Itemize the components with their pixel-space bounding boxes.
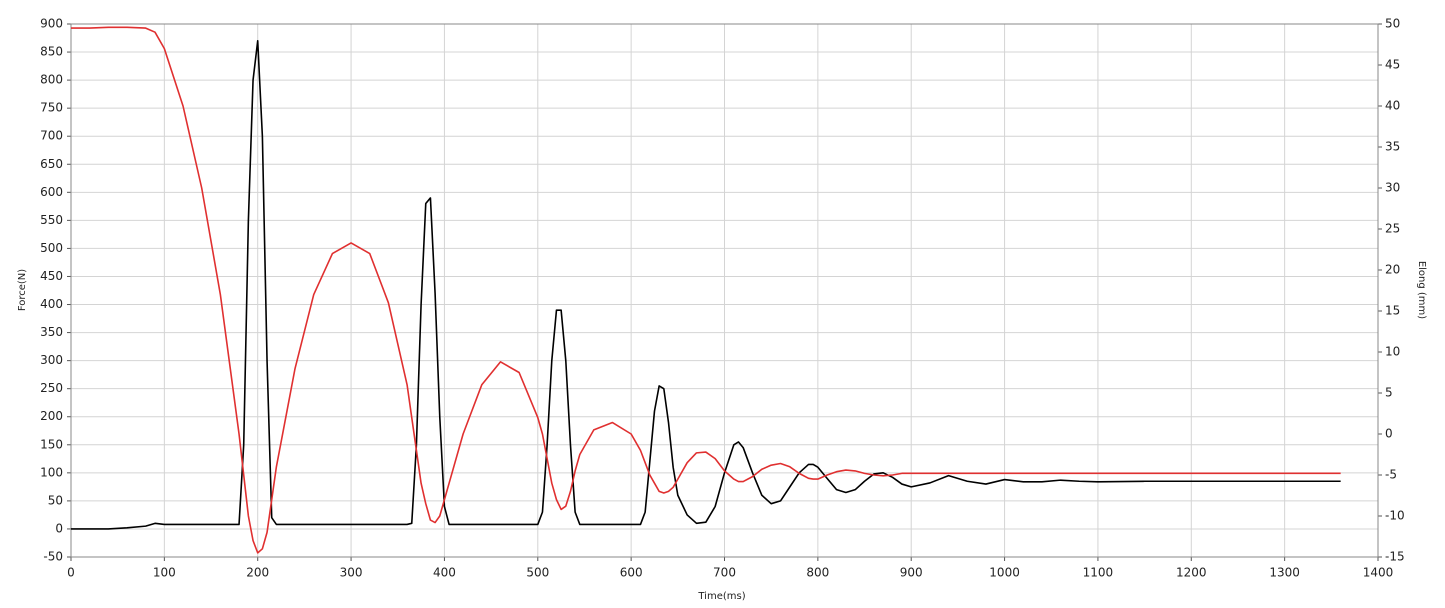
plot-border (70, 23, 1379, 558)
x-tick-label: 700 (713, 566, 736, 580)
y2-tick-label: -5 (1385, 468, 1397, 482)
y2-tick-label: 5 (1385, 386, 1393, 400)
series-line (71, 40, 1341, 530)
y-tick-label: 700 (40, 129, 63, 143)
y2-tick-label: 20 (1385, 263, 1400, 277)
y-tick-label: 200 (40, 409, 63, 423)
x-tick-label: 500 (526, 566, 549, 580)
y-tick-label: 600 (40, 185, 63, 199)
y2-tick-label: 40 (1385, 99, 1400, 113)
y2-axis-label: Elong (mm) (1416, 261, 1427, 319)
y2-tick-label: 30 (1385, 181, 1400, 195)
x-tick-label: 100 (153, 566, 176, 580)
y2-tick-label: -10 (1385, 509, 1405, 523)
x-tick-label: 900 (900, 566, 923, 580)
x-tick-label: 300 (340, 566, 363, 580)
y-tick-label: 250 (40, 381, 63, 395)
y2-tick-label: 25 (1385, 222, 1400, 236)
y-tick-label: 450 (40, 269, 63, 283)
y-tick-label: 650 (40, 157, 63, 171)
x-tick-label: 600 (620, 566, 643, 580)
x-tick-label: 800 (806, 566, 829, 580)
y2-tick-label: 50 (1385, 17, 1400, 31)
x-tick-label: 1000 (989, 566, 1020, 580)
x-tick-label: 0 (67, 566, 75, 580)
y-tick-label: 50 (48, 493, 63, 507)
y2-tick-label: 45 (1385, 58, 1400, 72)
y-tick-label: 500 (40, 241, 63, 255)
x-tick-label: 1400 (1363, 566, 1394, 580)
y2-tick-label: 0 (1385, 427, 1393, 441)
y-tick-label: 900 (40, 17, 63, 31)
x-tick-label: 1100 (1083, 566, 1114, 580)
y-tick-label: 800 (40, 73, 63, 87)
y-tick-label: 150 (40, 437, 63, 451)
y-tick-label: 100 (40, 465, 63, 479)
x-tick-label: 400 (433, 566, 456, 580)
y2-tick-label: 10 (1385, 345, 1400, 359)
series-line (71, 26, 1341, 554)
y-tick-label: 850 (40, 45, 63, 59)
y-axis-label: Force(N) (17, 269, 28, 311)
y2-tick-label: -15 (1385, 550, 1405, 564)
y-tick-label: 550 (40, 213, 63, 227)
y-tick-label: -50 (43, 550, 63, 564)
x-tick-label: 1200 (1176, 566, 1207, 580)
x-tick-label: 1300 (1269, 566, 1300, 580)
y-tick-label: 0 (55, 521, 63, 535)
y2-tick-label: 15 (1385, 304, 1400, 318)
y-tick-label: 350 (40, 325, 63, 339)
y-tick-label: 750 (40, 101, 63, 115)
y-tick-label: 400 (40, 297, 63, 311)
x-tick-label: 200 (246, 566, 269, 580)
x-axis-label: Time(ms) (697, 591, 745, 602)
y-tick-label: 300 (40, 353, 63, 367)
y2-tick-label: 35 (1385, 140, 1400, 154)
